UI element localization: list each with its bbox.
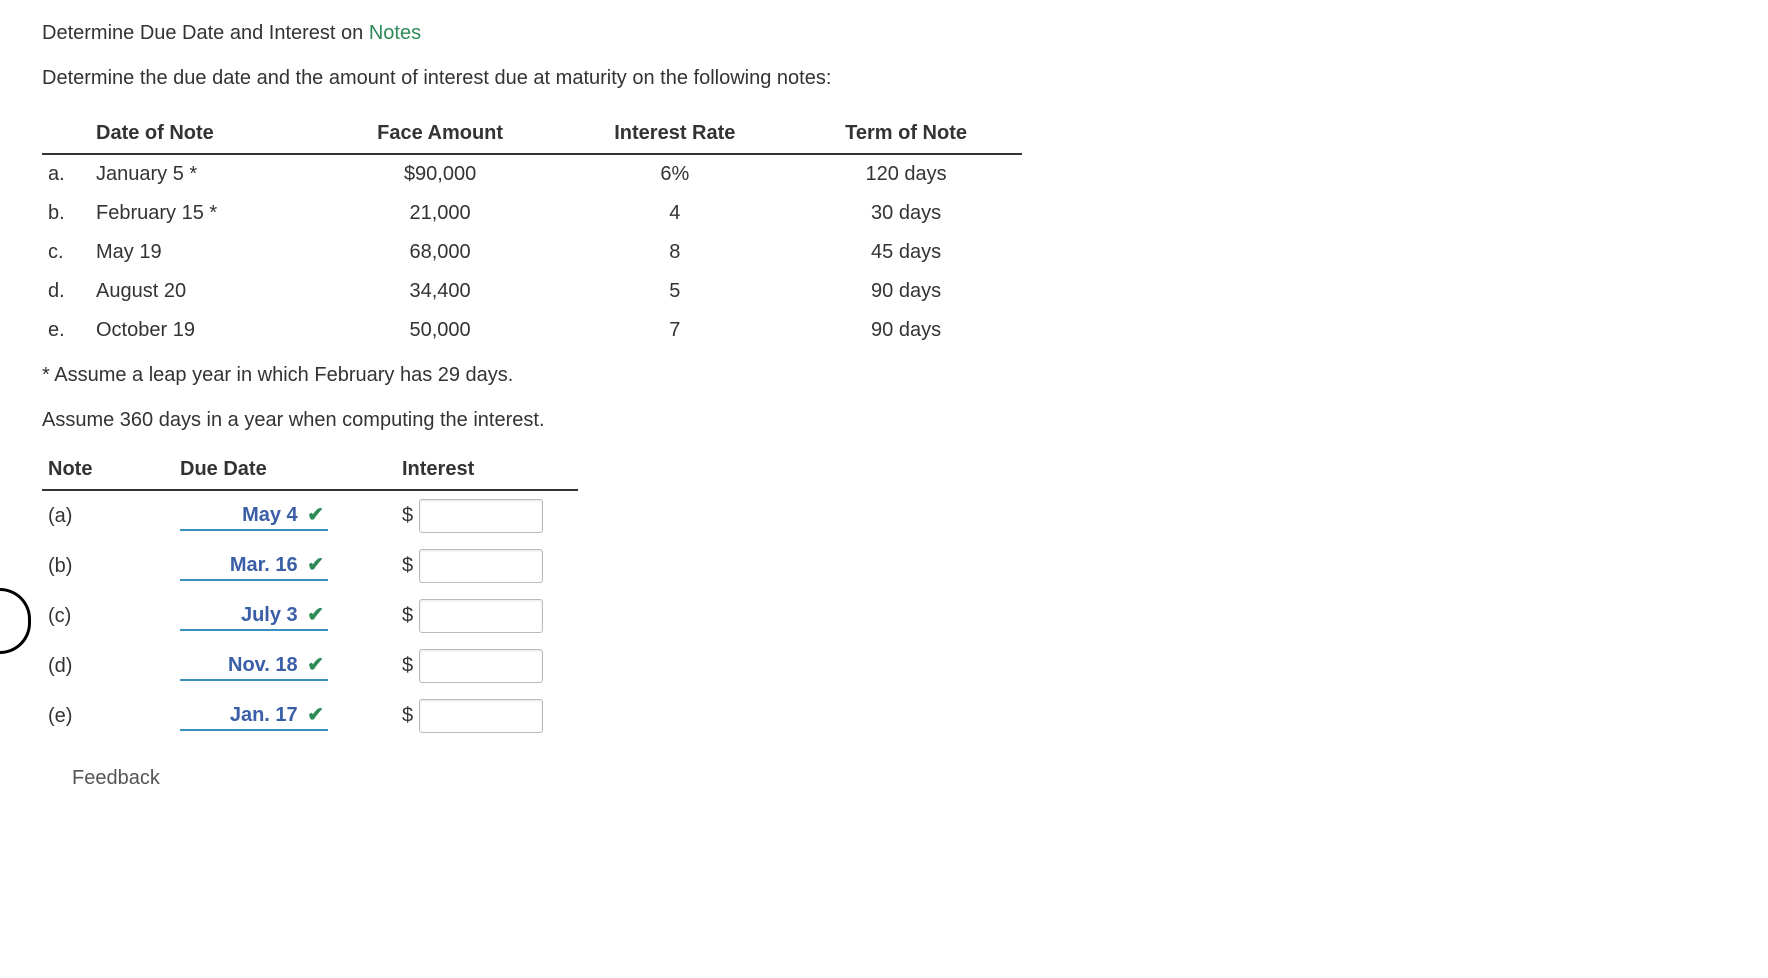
row-date: May 19: [90, 233, 321, 272]
check-icon: ✔: [307, 604, 324, 626]
instruction-text: Determine the due date and the amount of…: [42, 67, 1726, 90]
row-term: 45 days: [790, 233, 1022, 272]
row-date: February 15 *: [90, 194, 321, 233]
table-row: d. August 20 34,400 5 90 days: [42, 272, 1022, 311]
due-date-answer[interactable]: Mar. 16 ✔: [180, 552, 328, 581]
answer-row: (c) July 3 ✔ $: [42, 591, 578, 641]
answer-row: (b) Mar. 16 ✔ $: [42, 541, 578, 591]
due-date-value: May 4: [242, 504, 298, 526]
row-term: 90 days: [790, 272, 1022, 311]
notes-header-date: Date of Note: [90, 114, 321, 154]
row-date: October 19: [90, 311, 321, 350]
check-icon: ✔: [307, 554, 324, 576]
answer-note-label: (d): [42, 641, 174, 691]
interest-input[interactable]: [419, 549, 543, 583]
answer-row: (d) Nov. 18 ✔ $: [42, 641, 578, 691]
currency-symbol: $: [402, 554, 413, 576]
answers-header-due: Due Date: [174, 450, 396, 490]
notes-header-face: Face Amount: [321, 114, 560, 154]
answer-note-label: (a): [42, 490, 174, 541]
notes-header-blank: [42, 114, 90, 154]
feedback-label[interactable]: Feedback: [72, 767, 1726, 790]
currency-symbol: $: [402, 604, 413, 626]
interest-input[interactable]: [419, 699, 543, 733]
title-prefix: Determine Due Date and Interest on: [42, 22, 369, 44]
table-row: b. February 15 * 21,000 4 30 days: [42, 194, 1022, 233]
due-date-answer[interactable]: July 3 ✔: [180, 602, 328, 631]
row-rate: 6%: [560, 154, 791, 194]
table-row: e. October 19 50,000 7 90 days: [42, 311, 1022, 350]
answer-row: (a) May 4 ✔ $: [42, 490, 578, 541]
check-icon: ✔: [307, 654, 324, 676]
answers-header-interest: Interest: [396, 450, 578, 490]
due-date-value: Mar. 16: [230, 554, 298, 576]
interest-input[interactable]: [419, 649, 543, 683]
answer-note-label: (c): [42, 591, 174, 641]
due-date-value: July 3: [241, 604, 298, 626]
title-link-notes[interactable]: Notes: [369, 22, 421, 44]
answer-row: (e) Jan. 17 ✔ $: [42, 691, 578, 741]
row-face: 34,400: [321, 272, 560, 311]
row-rate: 5: [560, 272, 791, 311]
page-title: Determine Due Date and Interest on Notes: [42, 22, 1726, 45]
notes-table: Date of Note Face Amount Interest Rate T…: [42, 114, 1022, 350]
currency-symbol: $: [402, 504, 413, 526]
row-letter: c.: [42, 233, 90, 272]
row-face: 50,000: [321, 311, 560, 350]
check-icon: ✔: [307, 704, 324, 726]
row-letter: d.: [42, 272, 90, 311]
footnote-text: * Assume a leap year in which February h…: [42, 364, 1726, 387]
check-icon: ✔: [307, 504, 324, 526]
assumption-text: Assume 360 days in a year when computing…: [42, 409, 1726, 432]
interest-input[interactable]: [419, 599, 543, 633]
row-term: 90 days: [790, 311, 1022, 350]
table-row: c. May 19 68,000 8 45 days: [42, 233, 1022, 272]
row-term: 120 days: [790, 154, 1022, 194]
row-letter: e.: [42, 311, 90, 350]
row-face: 21,000: [321, 194, 560, 233]
currency-symbol: $: [402, 704, 413, 726]
due-date-answer[interactable]: May 4 ✔: [180, 502, 328, 531]
answer-note-label: (e): [42, 691, 174, 741]
row-rate: 4: [560, 194, 791, 233]
page-content: Determine Due Date and Interest on Notes…: [0, 0, 1768, 812]
row-face: $90,000: [321, 154, 560, 194]
answer-note-label: (b): [42, 541, 174, 591]
answers-header-note: Note: [42, 450, 174, 490]
notes-header-term: Term of Note: [790, 114, 1022, 154]
due-date-answer[interactable]: Nov. 18 ✔: [180, 652, 328, 681]
currency-symbol: $: [402, 654, 413, 676]
due-date-answer[interactable]: Jan. 17 ✔: [180, 702, 328, 731]
interest-input[interactable]: [419, 499, 543, 533]
row-term: 30 days: [790, 194, 1022, 233]
notes-header-rate: Interest Rate: [560, 114, 791, 154]
row-date: January 5 *: [90, 154, 321, 194]
row-letter: b.: [42, 194, 90, 233]
row-rate: 8: [560, 233, 791, 272]
answers-table: Note Due Date Interest (a) May 4 ✔ $: [42, 450, 578, 741]
due-date-value: Nov. 18: [228, 654, 298, 676]
row-date: August 20: [90, 272, 321, 311]
table-row: a. January 5 * $90,000 6% 120 days: [42, 154, 1022, 194]
row-letter: a.: [42, 154, 90, 194]
due-date-value: Jan. 17: [230, 704, 298, 726]
row-face: 68,000: [321, 233, 560, 272]
row-rate: 7: [560, 311, 791, 350]
